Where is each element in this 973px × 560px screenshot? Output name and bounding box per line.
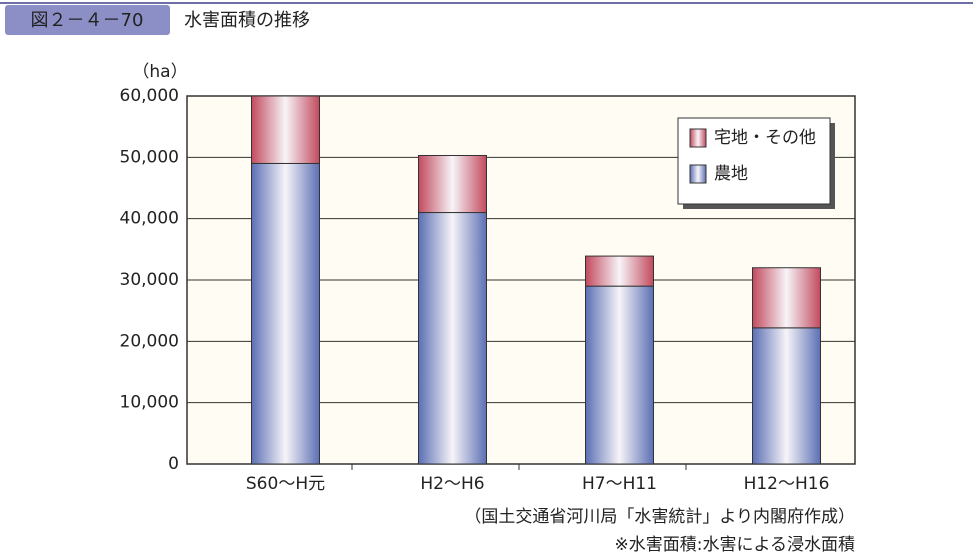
y-tick-label: 60,000 <box>120 86 179 106</box>
bar-segment <box>585 285 654 465</box>
y-unit: （ha） <box>132 62 187 82</box>
legend-swatch <box>689 128 707 148</box>
x-tick-label: S60～H元 <box>246 474 325 494</box>
definition-note: ※水害面積:水害による浸水面積 <box>615 535 855 555</box>
bar-segment <box>752 327 821 465</box>
legend-swatch <box>689 164 707 184</box>
x-tick-label: H7～H11 <box>582 474 657 494</box>
bar-segment <box>418 154 487 214</box>
figure-title: 水害面積の推移 <box>184 10 310 31</box>
y-tick-label: 50,000 <box>120 147 179 167</box>
y-tick-label: 20,000 <box>120 331 179 351</box>
y-tick-label: 40,000 <box>120 209 179 229</box>
legend-label: 農地 <box>714 164 748 184</box>
source-note: （国土交通省河川局「水害統計」より内閣府作成） <box>464 507 855 527</box>
x-tick-label: H12～H16 <box>744 474 830 494</box>
legend-label: 宅地・その他 <box>714 128 816 148</box>
bar-segment <box>418 212 487 465</box>
bar-segment <box>251 95 320 164</box>
figure-badge <box>5 5 170 35</box>
plot-frame <box>186 95 856 465</box>
y-tick-label: 0 <box>168 454 179 474</box>
y-tick-label: 30,000 <box>120 270 179 290</box>
bar-segment <box>251 162 320 465</box>
figure-number: 図２－４－70 <box>31 10 144 31</box>
y-tick-label: 10,000 <box>120 393 179 413</box>
bar-segment <box>752 267 821 329</box>
x-tick-label: H2～H6 <box>420 474 484 494</box>
bar-segment <box>585 255 654 287</box>
